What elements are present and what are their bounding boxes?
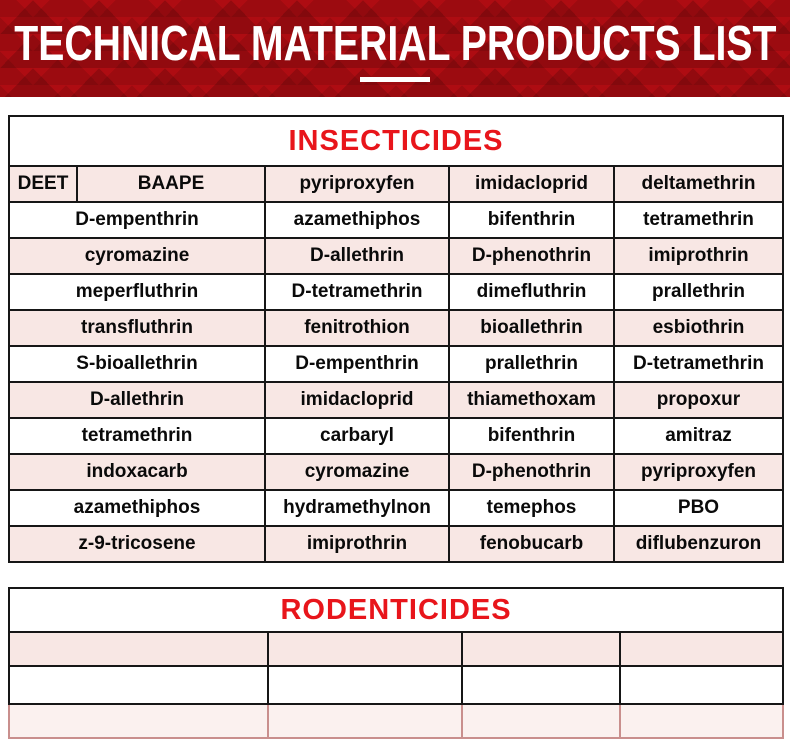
- product-cell: thiamethoxam: [448, 381, 615, 419]
- product-cell: propoxur: [613, 381, 784, 419]
- product-cell: [267, 631, 463, 667]
- product-cell: D-empenthrin: [264, 345, 450, 383]
- product-cell: azamethiphos: [8, 489, 266, 527]
- product-cell: z-9-tricosene: [8, 525, 266, 563]
- product-cell: [618, 703, 785, 739]
- product-cell: imiprothrin: [613, 237, 784, 275]
- product-cell: amitraz: [613, 417, 784, 455]
- table-row: [8, 665, 785, 705]
- product-cell: bifenthrin: [448, 417, 615, 455]
- page-title: TECHNICAL MATERIAL PRODUCTS LIST: [13, 16, 777, 71]
- product-cell: azamethiphos: [264, 201, 450, 239]
- product-cell: cyromazine: [264, 453, 450, 491]
- rodenticides-title: RODENTICIDES: [7, 587, 785, 633]
- product-cell: [8, 665, 269, 705]
- table-row: cyromazine D-allethrin D-phenothrin imip…: [8, 237, 784, 275]
- product-cell: esbiothrin: [613, 309, 784, 347]
- product-cell: D-tetramethrin: [613, 345, 784, 383]
- product-cell: indoxacarb: [8, 453, 266, 491]
- table-row: [8, 703, 785, 739]
- product-cell: PBO: [613, 489, 784, 527]
- table-row: tetramethrin carbaryl bifenthrin amitraz: [8, 417, 784, 455]
- table-row: D-empenthrin azamethiphos bifenthrin tet…: [8, 201, 784, 239]
- product-cell: bifenthrin: [448, 201, 615, 239]
- product-cell: [267, 703, 463, 739]
- table-title-row: RODENTICIDES: [7, 587, 785, 633]
- product-cell: tetramethrin: [613, 201, 784, 239]
- insecticides-table: INSECTICIDES DEET BAAPE pyriproxyfen imi…: [8, 115, 784, 563]
- product-cell: [8, 631, 269, 667]
- product-cell: DEET: [8, 165, 78, 203]
- product-cell: transfluthrin: [8, 309, 266, 347]
- product-cell: prallethrin: [613, 273, 784, 311]
- title-underline: [360, 76, 430, 82]
- product-cell: carbaryl: [264, 417, 450, 455]
- product-cell: imidacloprid: [448, 165, 615, 203]
- banner: TECHNICAL MATERIAL PRODUCTS LIST: [0, 0, 790, 97]
- table-row: indoxacarb cyromazine D-phenothrin pyrip…: [8, 453, 784, 491]
- product-cell: imidacloprid: [264, 381, 450, 419]
- product-cell: [461, 703, 621, 739]
- product-cell: BAAPE: [76, 165, 266, 203]
- product-cell: [267, 665, 463, 705]
- product-cell: bioallethrin: [448, 309, 615, 347]
- product-cell: pyriproxyfen: [613, 453, 784, 491]
- table-row: transfluthrin fenitrothion bioallethrin …: [8, 309, 784, 347]
- product-cell: [461, 631, 621, 667]
- product-cell: D-allethrin: [8, 381, 266, 419]
- product-cell: D-phenothrin: [448, 237, 615, 275]
- product-cell: [8, 703, 269, 739]
- product-cell: deltamethrin: [613, 165, 784, 203]
- product-cell: cyromazine: [8, 237, 266, 275]
- product-cell: fenobucarb: [448, 525, 615, 563]
- product-cell: hydramethylnon: [264, 489, 450, 527]
- product-cell: pyriproxyfen: [264, 165, 450, 203]
- table-row: meperfluthrin D-tetramethrin dimefluthri…: [8, 273, 784, 311]
- product-cell: diflubenzuron: [613, 525, 784, 563]
- table-row: D-allethrin imidacloprid thiamethoxam pr…: [8, 381, 784, 419]
- rodenticides-table: RODENTICIDES: [7, 587, 785, 739]
- product-cell: D-phenothrin: [448, 453, 615, 491]
- product-cell: imiprothrin: [264, 525, 450, 563]
- product-cell: tetramethrin: [8, 417, 266, 455]
- product-cell: prallethrin: [448, 345, 615, 383]
- product-cell: S-bioallethrin: [8, 345, 266, 383]
- product-cell: D-empenthrin: [8, 201, 266, 239]
- tables-wrap: INSECTICIDES DEET BAAPE pyriproxyfen imi…: [0, 115, 790, 739]
- product-cell: fenitrothion: [264, 309, 450, 347]
- product-cell: meperfluthrin: [8, 273, 266, 311]
- product-cell: D-tetramethrin: [264, 273, 450, 311]
- product-cell: temephos: [448, 489, 615, 527]
- product-cell: [618, 631, 785, 667]
- table-row: [8, 631, 785, 667]
- product-cell: dimefluthrin: [448, 273, 615, 311]
- table-row: S-bioallethrin D-empenthrin prallethrin …: [8, 345, 784, 383]
- table-row: DEET BAAPE pyriproxyfen imidacloprid del…: [8, 165, 784, 203]
- product-cell: D-allethrin: [264, 237, 450, 275]
- product-cell: [461, 665, 621, 705]
- product-cell: [618, 665, 785, 705]
- table-row: z-9-tricosene imiprothrin fenobucarb dif…: [8, 525, 784, 563]
- insecticides-title: INSECTICIDES: [8, 115, 784, 167]
- table-row: azamethiphos hydramethylnon temephos PBO: [8, 489, 784, 527]
- table-title-row: INSECTICIDES: [8, 115, 784, 167]
